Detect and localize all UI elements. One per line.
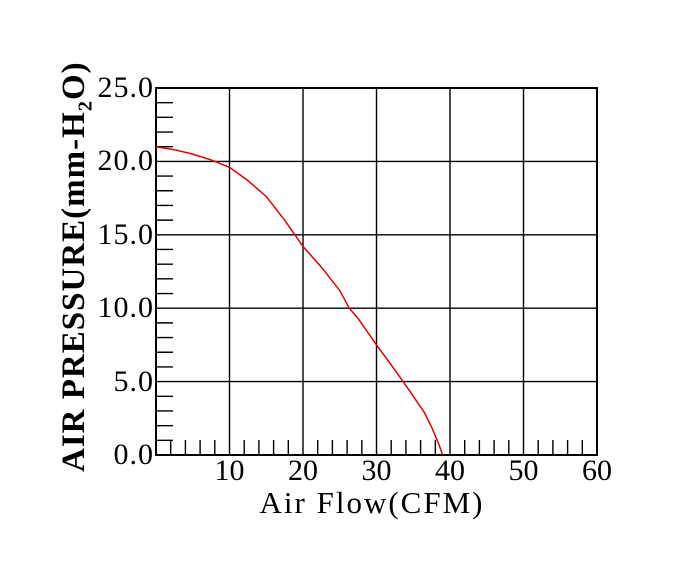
x-tick-label: 40 [435,454,465,487]
y-axis-title-post: O) [56,61,92,101]
y-axis-title: AIR PRESSURE(mm-H2O) [54,61,97,472]
plot-border [155,87,598,456]
y-axis-title-pre: AIR PRESSURE(mm-H [56,111,92,472]
y-axis-minor-ticks [156,101,173,442]
x-tick-label: 60 [582,454,612,487]
y-tick-label: 20.0 [97,144,154,178]
y-tick-label: 5.0 [113,364,154,398]
y-tick-label: 25.0 [97,71,154,104]
data-curve-pressure-vs-airflow [155,145,444,456]
x-tick-label: 50 [508,454,539,487]
x-tick-label: 20 [288,454,318,487]
x-axis-title: Air Flow(CFM) [259,485,485,520]
y-axis-title-subscript: 2 [74,100,97,112]
y-tick-label: 15.0 [97,217,154,251]
x-tick-label: 10 [214,454,245,487]
x-tick-label: 30 [361,454,392,487]
major-gridlines [156,88,597,455]
y-tick-label: 10.0 [97,291,154,325]
x-axis-minor-ticks [169,440,583,455]
y-tick-label: 0.0 [113,438,154,471]
plot-area [155,87,598,456]
